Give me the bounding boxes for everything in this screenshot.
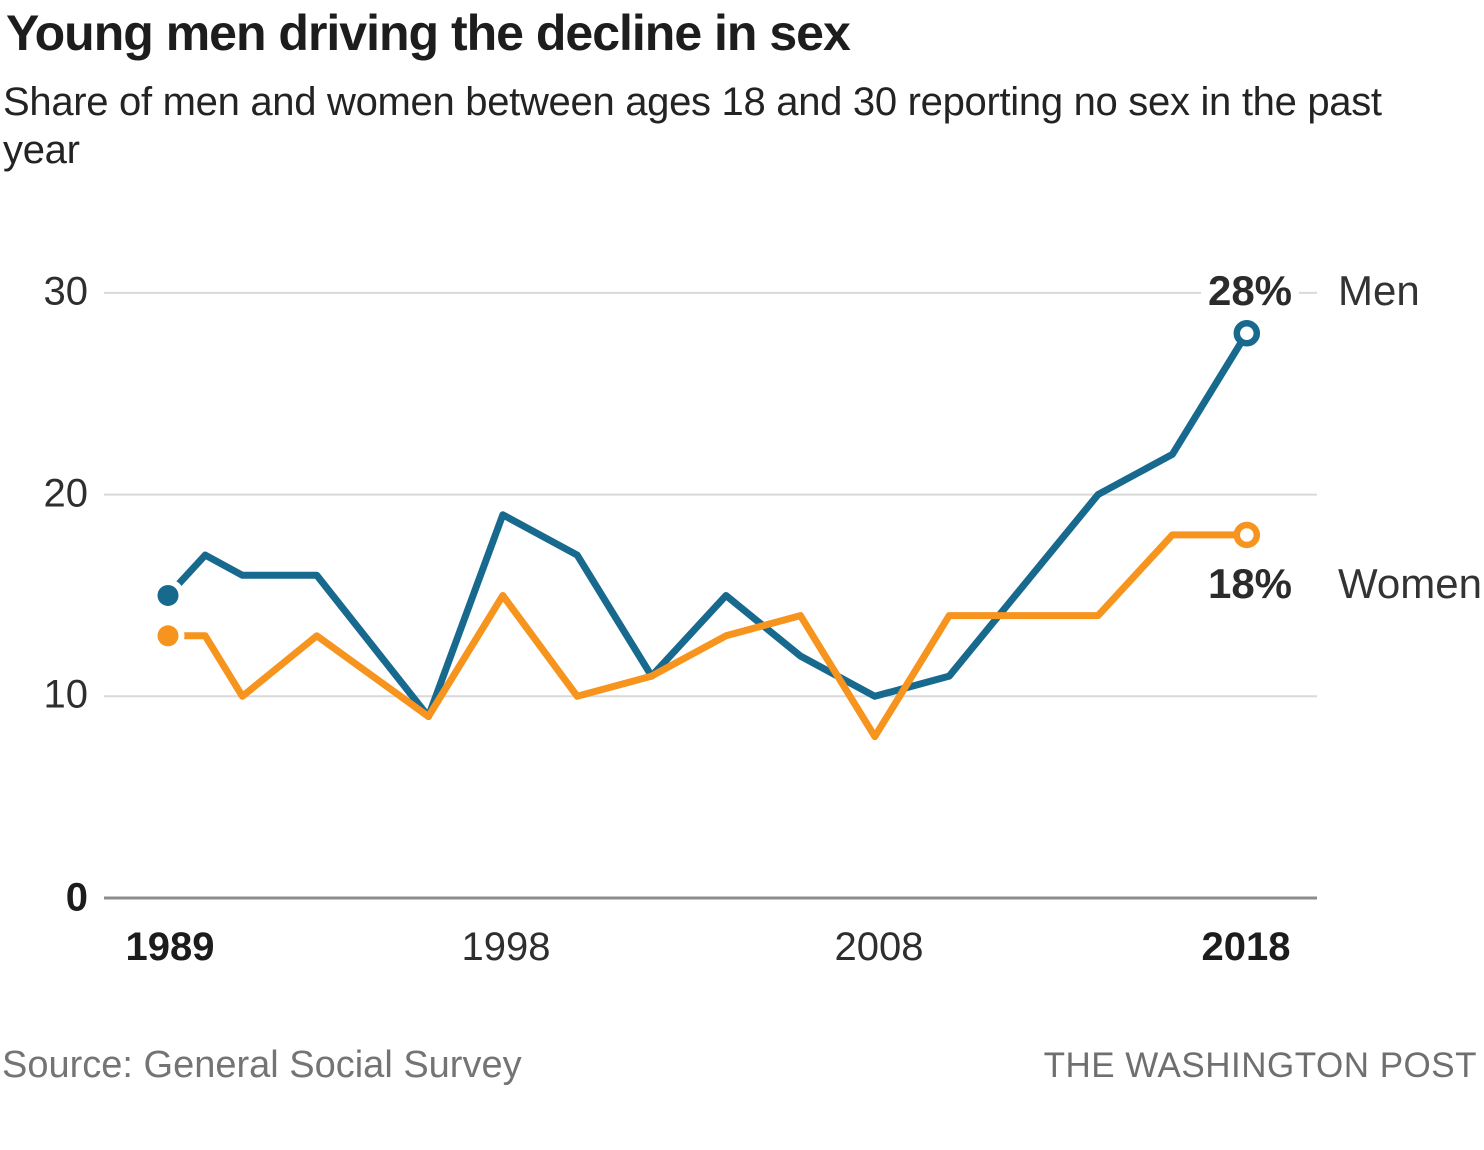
y-tick-label-20: 20 [43, 471, 89, 516]
end-ring-women [1233, 521, 1261, 549]
series-line-women [168, 531, 1247, 741]
chart-title: Young men driving the decline in sex [6, 5, 851, 61]
end-ring-men [1233, 319, 1261, 347]
source-note: Source: General Social Survey [2, 1044, 522, 1086]
y-tick-label-10: 10 [43, 672, 89, 717]
end-value-label-women: 18% [1200, 560, 1300, 609]
x-tick-label-2008: 2008 [834, 925, 924, 969]
x-tick-label-2018: 2018 [1201, 925, 1291, 969]
start-dot-men [157, 584, 179, 606]
publisher-credit: THE WASHINGTON POST [1043, 1046, 1477, 1085]
series-line-men [165, 331, 1250, 720]
y-tick-label-0: 0 [65, 875, 88, 920]
chart-subtitle: Share of men and women between ages 18 a… [3, 80, 1382, 172]
x-tick-label-1989: 1989 [125, 925, 215, 969]
start-dot-women [157, 625, 179, 647]
x-tick-label-1998: 1998 [461, 925, 551, 969]
end-value-label-men: 28% [1200, 267, 1300, 316]
series-label-men: Men [1338, 267, 1420, 315]
y-tick-label-30: 30 [43, 269, 89, 314]
series-label-women: Women [1338, 560, 1482, 608]
